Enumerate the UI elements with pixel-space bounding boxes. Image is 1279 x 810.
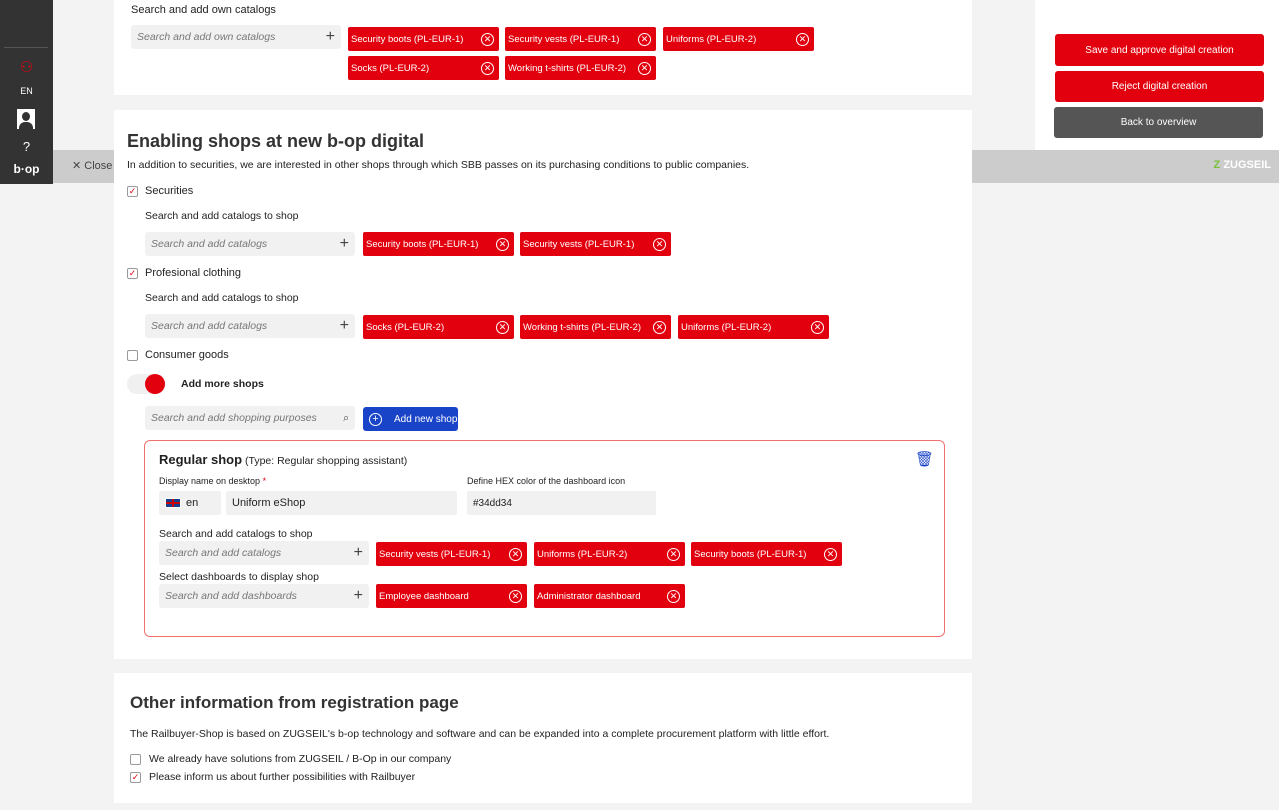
catalog-tag: Uniforms (PL-EUR-2) ✕ [678,315,829,339]
securities-catalog-search[interactable]: Search and add catalogs + [145,232,355,256]
catalog-tag: Security boots (PL-EUR-1) ✕ [363,232,514,256]
remove-icon[interactable]: ✕ [509,589,522,603]
securities-checkbox[interactable]: ✓ [127,186,138,197]
catalogs-label: Search and add catalogs to shop [145,292,299,304]
remove-icon[interactable]: ✕ [653,320,666,334]
consumer-goods-label: Consumer goods [145,349,229,361]
remove-icon[interactable]: ✕ [496,237,509,251]
catalog-tag: Security vests (PL-EUR-1) ✕ [376,542,527,566]
remove-icon[interactable]: ✕ [638,61,651,75]
bop-logo: b·op [13,162,40,176]
remove-icon[interactable]: ✕ [653,237,666,251]
shops-card: Enabling shops at new b-op digital In ad… [114,110,972,659]
dashboard-search[interactable]: Search and add dashboards + [159,584,369,608]
avatar-icon[interactable] [17,109,35,129]
language-selector[interactable]: EN [20,86,33,96]
display-name-label: Display name on desktop * [159,476,267,486]
remove-icon[interactable]: ✕ [509,547,522,561]
add-more-toggle[interactable] [127,374,165,394]
language-select[interactable]: en [159,491,221,515]
dashboard-tag: Administrator dashboard ✕ [534,584,685,608]
remove-icon[interactable]: ✕ [481,32,494,46]
users-icon[interactable]: ⚇ [19,59,34,76]
save-approve-button[interactable]: Save and approve digital creation [1055,34,1264,66]
remove-icon[interactable]: ✕ [667,589,680,603]
plus-icon: + [325,28,335,45]
sidebar: ⚇ EN ? b·op [0,0,53,184]
catalog-label: Search and add catalogs to shop [159,528,313,540]
existing-solutions-checkbox[interactable] [130,754,141,765]
catalog-tag: Security vests (PL-EUR-1) ✕ [505,27,656,51]
remove-icon[interactable]: ✕ [481,61,494,75]
catalog-tag: Security boots (PL-EUR-1) ✕ [348,27,499,51]
action-panel: Save and approve digital creation Reject… [1035,0,1279,150]
section-title: Enabling shops at new b-op digital [127,131,424,151]
catalog-tag: Uniforms (PL-EUR-2) ✕ [663,27,814,51]
remove-icon[interactable]: ✕ [796,32,809,46]
catalog-tag: Working t-shirts (PL-EUR-2) ✕ [505,56,656,80]
inform-label: Please inform us about further possibili… [149,771,416,783]
catalogs-label: Search and add catalogs to shop [145,210,299,222]
remove-icon[interactable]: ✕ [638,32,651,46]
catalog-tag: Uniforms (PL-EUR-2) ✕ [534,542,685,566]
delete-icon[interactable]: 🗑 [914,451,934,468]
consumer-goods-checkbox[interactable] [127,350,138,361]
search-icon: ⌕ [343,411,349,424]
own-catalogs-search[interactable]: Search and add own catalogs + [131,25,341,49]
section-intro: In addition to securities, we are intere… [127,159,750,171]
own-catalogs-card: Search and add own catalogs Search and a… [114,0,972,95]
add-new-shop-button[interactable]: + Add new shop [363,407,458,431]
remove-icon[interactable]: ✕ [811,320,824,334]
remove-icon[interactable]: ✕ [496,320,509,334]
catalog-tag: Security vests (PL-EUR-1) ✕ [520,232,671,256]
other-info-text: The Railbuyer-Shop is based on ZUGSEIL's… [130,728,830,740]
reject-button[interactable]: Reject digital creation [1055,71,1264,102]
catalog-tag: Socks (PL-EUR-2) ✕ [363,315,514,339]
catalog-tag: Socks (PL-EUR-2) ✕ [348,56,499,80]
back-to-overview-button[interactable]: Back to overview [1054,107,1263,138]
clothing-checkbox[interactable]: ✓ [127,268,138,279]
regular-shop-panel: Regular shop (Type: Regular shopping ass… [144,440,945,637]
close-label: Close [84,160,113,172]
catalog-tag: Security boots (PL-EUR-1) ✕ [691,542,842,566]
zugseil-logo: Z ZUGSEIL [1213,159,1271,171]
section-title: Other information from registration page [130,693,459,712]
uk-flag-icon [165,498,181,508]
existing-solutions-label: We already have solutions from ZUGSEIL /… [149,753,452,765]
clothing-catalog-search[interactable]: Search and add catalogs + [145,314,355,338]
shop-type: (Type: Regular shopping assistant) [245,455,408,467]
dashboard-tag: Employee dashboard ✕ [376,584,527,608]
clothing-label: Profesional clothing [145,267,242,279]
remove-icon[interactable]: ✕ [824,547,837,561]
catalog-tag: Working t-shirts (PL-EUR-2) ✕ [520,315,671,339]
help-icon[interactable]: ? [22,139,31,154]
remove-icon[interactable]: ✕ [667,547,680,561]
hex-input[interactable]: #34dd34 [467,491,656,515]
hex-label: Define HEX color of the dashboard icon [467,476,626,486]
shop-title: Regular shop [159,452,243,467]
dashboard-label: Select dashboards to display shop [159,571,319,583]
securities-label: Securities [145,185,194,197]
own-catalogs-label: Search and add own catalogs [131,4,276,16]
plus-circle-icon: + [369,412,382,426]
add-more-label: Add more shops [181,378,264,390]
display-name-input[interactable]: Uniform eShop [226,491,457,515]
other-info-card: Other information from registration page… [114,673,972,803]
shopping-purposes-search[interactable]: Search and add shopping purposes ⌕ [145,406,355,430]
close-button[interactable]: ✕ Close [72,160,113,172]
inform-checkbox[interactable]: ✓ [130,772,141,783]
shop-catalog-search[interactable]: Search and add catalogs + [159,541,369,565]
